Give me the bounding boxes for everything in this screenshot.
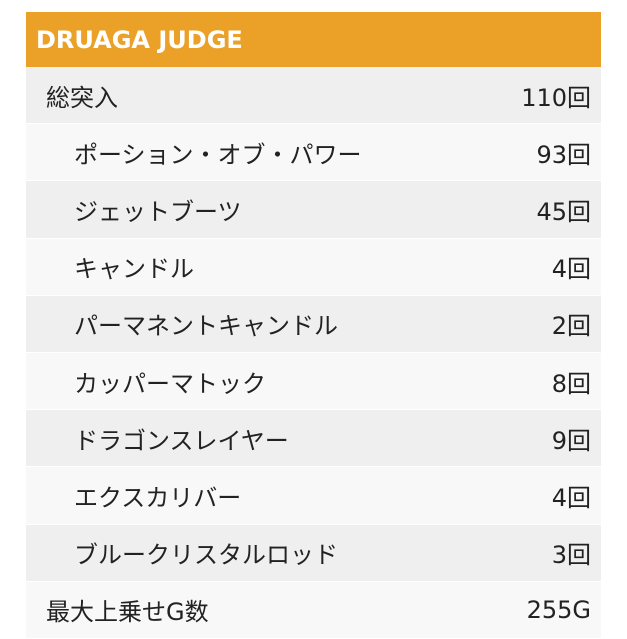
row-value: 2回 [551,312,591,341]
row-value: 4回 [551,483,591,512]
table-row: パーマネントキャンドル 2回 [26,295,601,353]
row-label: 最大上乗せG数 [46,598,209,627]
table-row: エクスカリバー 4回 [26,467,601,525]
stats-table: 総突入 110回 ポーション・オブ・パワー 93回 ジェットブーツ 45回 キャンドル 4回パ… [26,67,601,639]
row-label: ブルークリスタルロッド [74,541,338,570]
druaga-judge-panel: DRUAGA JUDGE 総突入 110回ポーション・オブ・パワー 93回ジェットブ… [26,12,601,639]
row-value: 45回 [536,197,591,226]
row-value: 9回 [551,426,591,455]
row-value: 8回 [551,369,591,398]
panel-header: DRUAGA JUDGE [26,12,601,67]
row-value: 110回 [521,83,591,112]
table-row: ドラゴンスレイヤー 9回 [26,410,601,468]
table-row: ポーション・オブ・パワー 93回 [26,124,601,182]
row-label: パーマネントキャンドル [74,312,338,341]
table-row: ジェットブーツ 45回 [26,181,601,239]
panel-title: DRUAGA JUDGE [36,25,243,54]
row-label: ジェットブーツ [74,197,242,226]
table-row: 最大上乗せG数 255G [26,581,601,639]
row-label: 総突入 [46,83,118,112]
table-row: カッパーマトック 8回 [26,352,601,411]
row-label: カッパーマトック [74,369,266,398]
table-row: キャンドル 4回 [26,238,601,296]
row-label: キャンドル [74,255,194,284]
table-row: ブルークリスタルロッド 3回 [26,524,601,582]
row-value: 255G [526,595,591,624]
row-value: 3回 [551,541,591,570]
table-row: 総突入 110回 [26,67,601,125]
row-label: ポーション・オブ・パワー [74,140,362,169]
row-value: 93回 [536,140,591,169]
row-label: エクスカリバー [74,483,242,512]
row-value: 4回 [551,255,591,284]
row-label: ドラゴンスレイヤー [74,426,289,455]
